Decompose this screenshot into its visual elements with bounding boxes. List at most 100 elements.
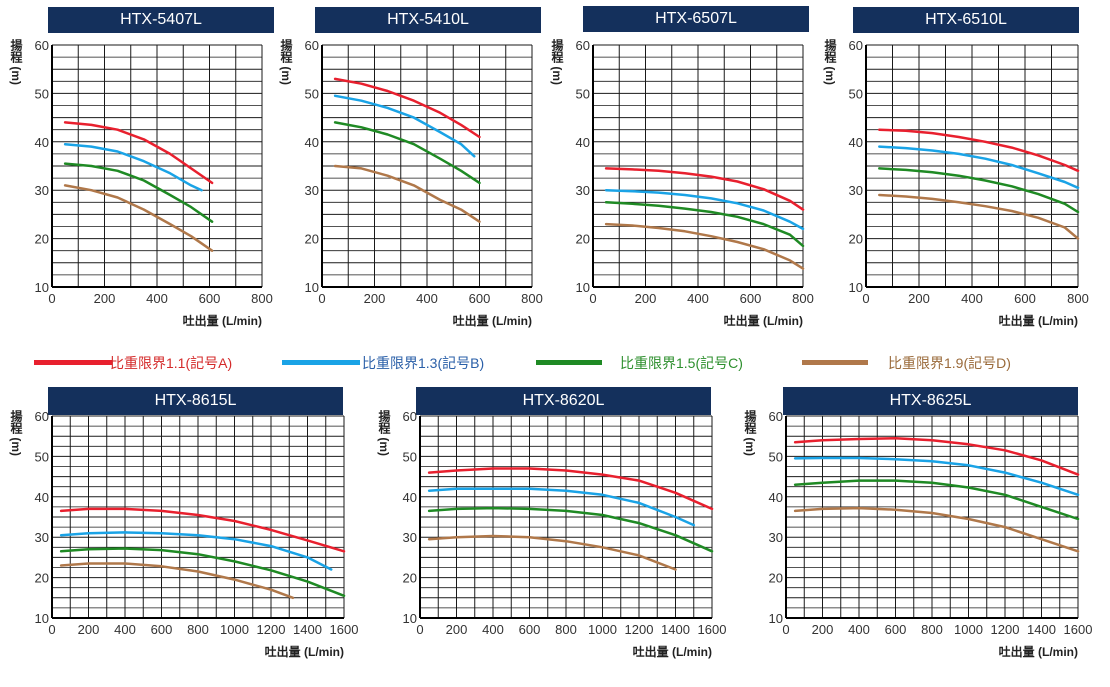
x-tick-label: 200 xyxy=(364,291,386,306)
x-axis-label: 吐出量 (L/min) xyxy=(183,313,262,328)
y-tick-label: 60 xyxy=(305,38,319,53)
y-tick-label: 60 xyxy=(35,38,49,53)
x-tick-label: 1600 xyxy=(698,622,727,637)
series-line-b xyxy=(59,531,333,571)
y-tick-label: 40 xyxy=(35,490,49,505)
series-line-b xyxy=(604,188,805,231)
x-tick-label: 600 xyxy=(199,291,221,306)
y-tick-label: 10 xyxy=(769,611,783,626)
legend-swatch-a xyxy=(34,360,112,365)
series-line-c xyxy=(878,167,1080,214)
y-tick-label: 40 xyxy=(403,490,417,505)
x-tick-label: 600 xyxy=(519,622,541,637)
y-tick-label: 60 xyxy=(849,38,863,53)
series-line-b xyxy=(878,145,1080,190)
series-line-d xyxy=(63,184,214,252)
y-tick-label: 20 xyxy=(576,232,590,247)
chart-title-htx-5407l: HTX-5407L xyxy=(48,7,274,33)
y-tick-label: 10 xyxy=(403,611,417,626)
chart-title-htx-8620l: HTX-8620L xyxy=(416,387,711,415)
y-tick-label: 50 xyxy=(576,86,590,101)
y-tick-label: 50 xyxy=(35,86,49,101)
y-tick-label: 50 xyxy=(305,86,319,101)
legend-swatch-b xyxy=(282,360,360,365)
y-tick-label: 40 xyxy=(769,490,783,505)
x-tick-label: 1400 xyxy=(293,622,322,637)
y-tick-label: 50 xyxy=(35,449,49,464)
series-line-d xyxy=(427,534,677,571)
series-line-c xyxy=(333,121,481,185)
x-tick-label: 400 xyxy=(848,622,870,637)
legend-item-a: 比重限界1.1(記号A) xyxy=(34,352,274,372)
x-tick-label: 1000 xyxy=(954,622,983,637)
y-tick-label: 30 xyxy=(849,183,863,198)
x-tick-label: 1000 xyxy=(588,622,617,637)
x-tick-label: 400 xyxy=(482,622,504,637)
series-line-c xyxy=(793,479,1080,521)
series-line-d xyxy=(333,164,481,223)
y-axis-label: 揚程 (m) xyxy=(550,38,564,85)
x-tick-label: 0 xyxy=(416,622,423,637)
series-line-a xyxy=(427,467,714,511)
x-tick-label: 0 xyxy=(48,622,55,637)
series-line-d xyxy=(59,562,295,600)
y-tick-label: 20 xyxy=(305,232,319,247)
chart-title-htx-8615l: HTX-8615L xyxy=(48,387,343,415)
x-tick-label: 400 xyxy=(146,291,168,306)
x-tick-label: 600 xyxy=(151,622,173,637)
x-tick-label: 600 xyxy=(885,622,907,637)
y-tick-label: 60 xyxy=(35,409,49,424)
x-axis-label: 吐出量 (L/min) xyxy=(453,313,532,328)
legend-label-a: 比重限界1.1(記号A) xyxy=(110,355,233,371)
y-axis-label: 揚程 (m) xyxy=(9,409,23,456)
legend-item-c: 比重限界1.5(記号C) xyxy=(536,352,776,372)
x-tick-label: 200 xyxy=(908,291,930,306)
x-tick-label: 400 xyxy=(961,291,983,306)
x-axis-label: 吐出量 (L/min) xyxy=(633,644,712,659)
chart-title-htx-6507l: HTX-6507L xyxy=(583,6,809,32)
y-tick-label: 30 xyxy=(769,530,783,545)
x-tick-label: 400 xyxy=(114,622,136,637)
y-tick-label: 10 xyxy=(849,280,863,295)
x-tick-label: 1200 xyxy=(625,622,654,637)
y-tick-label: 30 xyxy=(576,183,590,198)
series-line-d xyxy=(793,506,1080,553)
x-tick-label: 200 xyxy=(446,622,468,637)
legend-label-c: 比重限界1.5(記号C) xyxy=(620,355,743,371)
y-tick-label: 20 xyxy=(35,232,49,247)
y-axis-label: 揚程 (m) xyxy=(377,409,391,456)
series-line-d xyxy=(604,222,805,270)
y-tick-label: 60 xyxy=(403,409,417,424)
y-tick-label: 10 xyxy=(35,611,49,626)
series-line-b xyxy=(427,487,696,527)
y-axis-label: 揚程 (m) xyxy=(9,38,23,85)
x-tick-label: 800 xyxy=(921,622,943,637)
series-line-a xyxy=(333,77,481,139)
y-tick-label: 50 xyxy=(769,449,783,464)
x-tick-label: 800 xyxy=(555,622,577,637)
y-tick-label: 30 xyxy=(305,183,319,198)
chart-title-htx-8625l: HTX-8625L xyxy=(783,387,1078,415)
x-tick-label: 800 xyxy=(187,622,209,637)
series-line-a xyxy=(59,507,346,553)
y-tick-label: 40 xyxy=(305,135,319,150)
series-line-a xyxy=(604,167,805,211)
chart-title-htx-5410l: HTX-5410L xyxy=(315,7,541,33)
x-tick-label: 0 xyxy=(589,291,596,306)
x-tick-label: 1000 xyxy=(220,622,249,637)
y-axis-label: 揚程 (m) xyxy=(823,38,837,85)
x-axis-label: 吐出量 (L/min) xyxy=(265,644,344,659)
x-tick-label: 600 xyxy=(740,291,762,306)
x-tick-label: 1400 xyxy=(661,622,690,637)
x-tick-label: 0 xyxy=(48,291,55,306)
legend-item-d: 比重限界1.9(記号D) xyxy=(802,352,1042,372)
x-tick-label: 1400 xyxy=(1027,622,1056,637)
y-tick-label: 50 xyxy=(403,449,417,464)
y-tick-label: 40 xyxy=(849,135,863,150)
y-tick-label: 60 xyxy=(769,409,783,424)
